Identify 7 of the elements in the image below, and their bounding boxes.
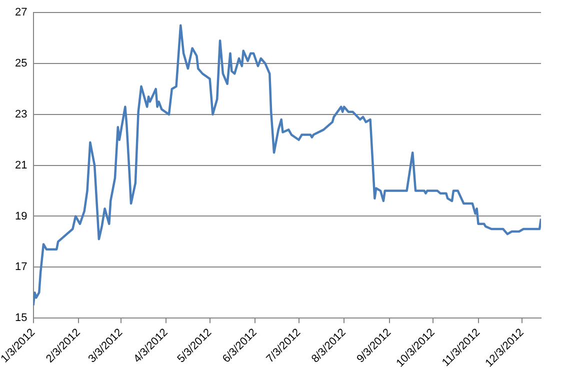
y-tick-label: 23 bbox=[15, 108, 28, 120]
y-tick-label: 15 bbox=[15, 312, 28, 324]
y-tick-label: 19 bbox=[15, 210, 28, 222]
y-tick-label: 25 bbox=[15, 58, 28, 70]
y-tick-label: 17 bbox=[15, 261, 28, 274]
y-tick-label: 27 bbox=[15, 6, 28, 19]
y-tick-label: 21 bbox=[15, 159, 28, 172]
